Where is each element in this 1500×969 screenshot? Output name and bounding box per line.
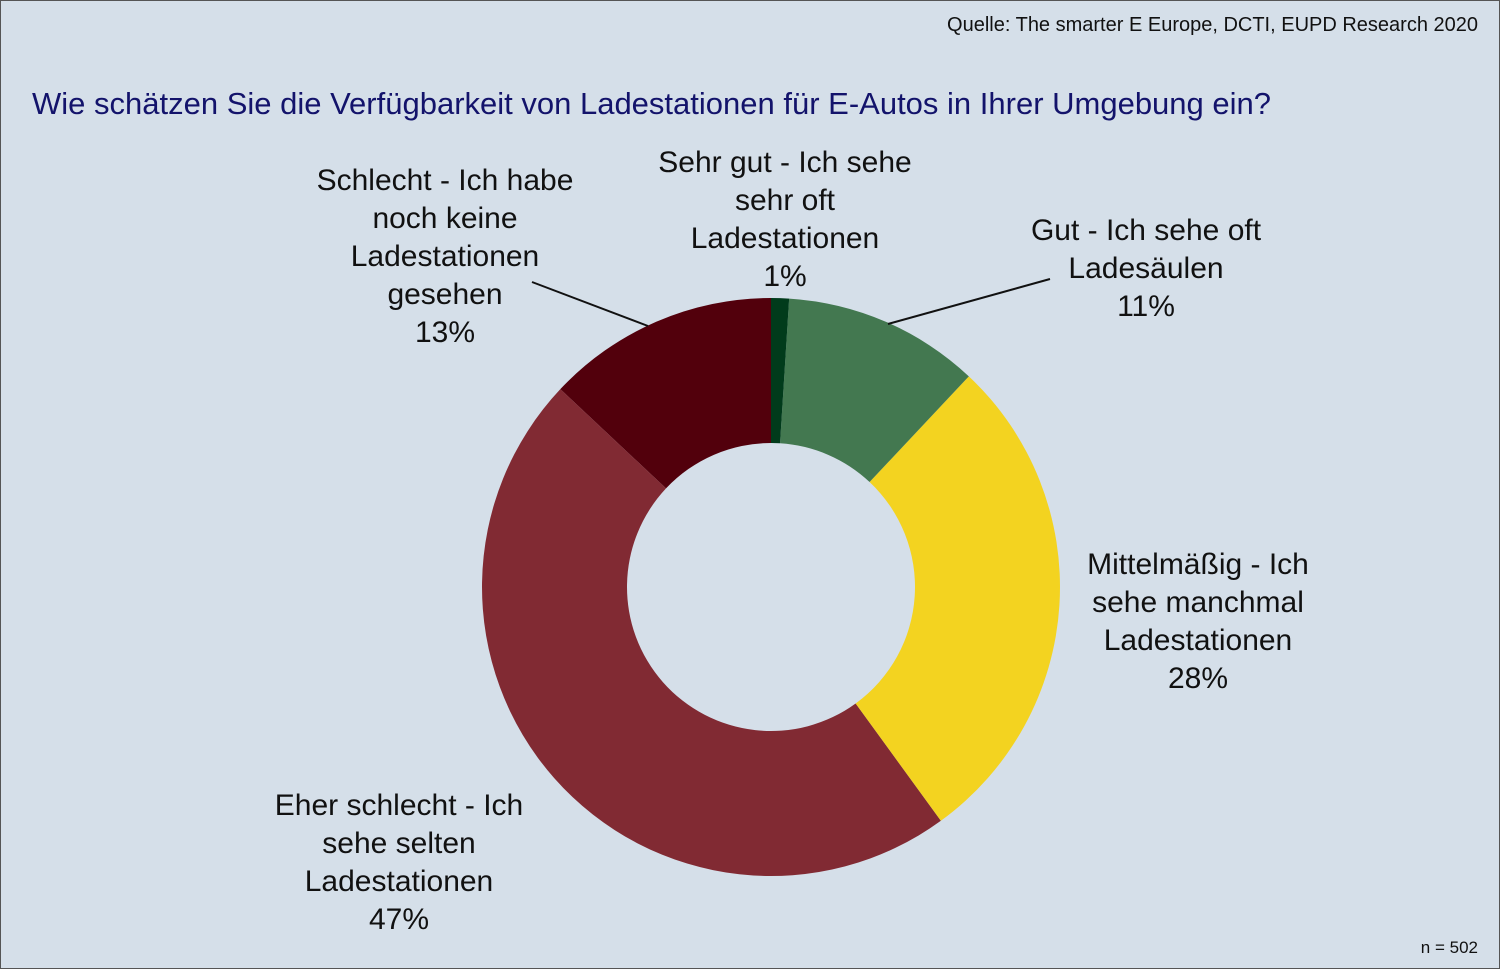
label-line: Ladesäulen — [1068, 252, 1224, 285]
leader-line-gut — [887, 278, 1051, 325]
donut-slice-4 — [560, 298, 771, 489]
donut-slice-1 — [780, 298, 969, 483]
label-line: Ladestationen — [1103, 624, 1293, 657]
label-line: sehe manchmal — [1092, 586, 1304, 619]
donut-slice-2 — [855, 376, 1061, 821]
label-line: noch keine — [372, 202, 518, 235]
data-label-schlecht: Schlecht - Ich habe noch keine Ladestati… — [285, 162, 605, 352]
data-label-eher-schlecht: Eher schlecht - Ich sehe selten Ladestat… — [239, 787, 559, 939]
chart-title: Wie schätzen Sie die Verfügbarkeit von L… — [32, 86, 1272, 121]
label-line: Ladestationen — [690, 222, 880, 255]
label-line: Sehr gut - Ich sehe — [658, 146, 912, 179]
label-line: sehr oft — [734, 184, 836, 217]
label-line: Ladestationen — [350, 240, 540, 273]
label-line: Schlecht - Ich habe — [316, 164, 574, 197]
donut-slice-3 — [481, 389, 941, 877]
data-label-mittelmaessig: Mittelmäßig - Ich sehe manchmal Ladestat… — [1038, 546, 1358, 698]
label-line: Ladestationen — [304, 865, 494, 898]
label-value: 13% — [414, 316, 476, 349]
label-value: 11% — [1117, 290, 1175, 323]
label-line: gesehen — [387, 278, 503, 311]
donut-slice-0 — [771, 298, 790, 444]
source-note: Quelle: The smarter E Europe, DCTI, EUPD… — [947, 14, 1478, 36]
label-line: Mittelmäßig - Ich — [1087, 548, 1309, 581]
data-label-sehr-gut: Sehr gut - Ich sehe sehr oft Ladestation… — [625, 144, 945, 296]
label-line: Eher schlecht - Ich — [274, 789, 524, 822]
leader-line-schlecht — [531, 281, 649, 327]
label-value: 47% — [368, 903, 430, 936]
label-line: sehe selten — [322, 827, 476, 860]
label-value: 1% — [763, 260, 807, 293]
label-line: Gut - Ich sehe oft — [1030, 214, 1262, 247]
label-value: 28% — [1167, 662, 1229, 695]
sample-size: n = 502 — [1420, 938, 1478, 957]
data-label-gut: Gut - Ich sehe oft Ladesäulen 11% — [986, 212, 1306, 326]
